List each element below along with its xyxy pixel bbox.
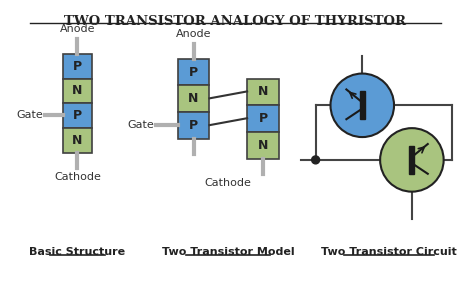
FancyBboxPatch shape — [178, 59, 210, 86]
Text: Two Transistor Model: Two Transistor Model — [162, 247, 294, 257]
Text: P: P — [73, 109, 82, 122]
FancyBboxPatch shape — [178, 112, 210, 139]
Text: N: N — [258, 86, 268, 98]
FancyBboxPatch shape — [247, 79, 279, 105]
FancyBboxPatch shape — [247, 105, 279, 132]
Text: Cathode: Cathode — [205, 178, 252, 188]
Text: N: N — [72, 134, 82, 147]
FancyBboxPatch shape — [63, 79, 92, 103]
Circle shape — [330, 74, 394, 137]
Bar — [410, 146, 414, 174]
Text: N: N — [258, 139, 268, 152]
Text: Gate: Gate — [127, 120, 154, 130]
Circle shape — [380, 128, 444, 192]
Text: Anode: Anode — [176, 29, 211, 39]
Text: N: N — [188, 92, 199, 105]
Text: P: P — [189, 66, 198, 79]
Bar — [360, 91, 365, 119]
Text: Anode: Anode — [60, 24, 95, 34]
FancyBboxPatch shape — [63, 103, 92, 128]
Text: P: P — [73, 59, 82, 73]
Text: Cathode: Cathode — [54, 172, 101, 182]
FancyBboxPatch shape — [178, 86, 210, 112]
Text: Two Transistor Circuit: Two Transistor Circuit — [321, 247, 457, 257]
Text: TWO TRANSISTOR ANALOGY OF THYRISTOR: TWO TRANSISTOR ANALOGY OF THYRISTOR — [64, 15, 406, 28]
FancyBboxPatch shape — [63, 54, 92, 79]
Text: N: N — [72, 84, 82, 97]
Text: Basic Structure: Basic Structure — [29, 247, 126, 257]
Text: Gate: Gate — [16, 110, 43, 120]
Circle shape — [311, 156, 319, 164]
Text: P: P — [258, 112, 268, 125]
FancyBboxPatch shape — [247, 132, 279, 159]
Text: P: P — [189, 119, 198, 132]
FancyBboxPatch shape — [63, 128, 92, 153]
